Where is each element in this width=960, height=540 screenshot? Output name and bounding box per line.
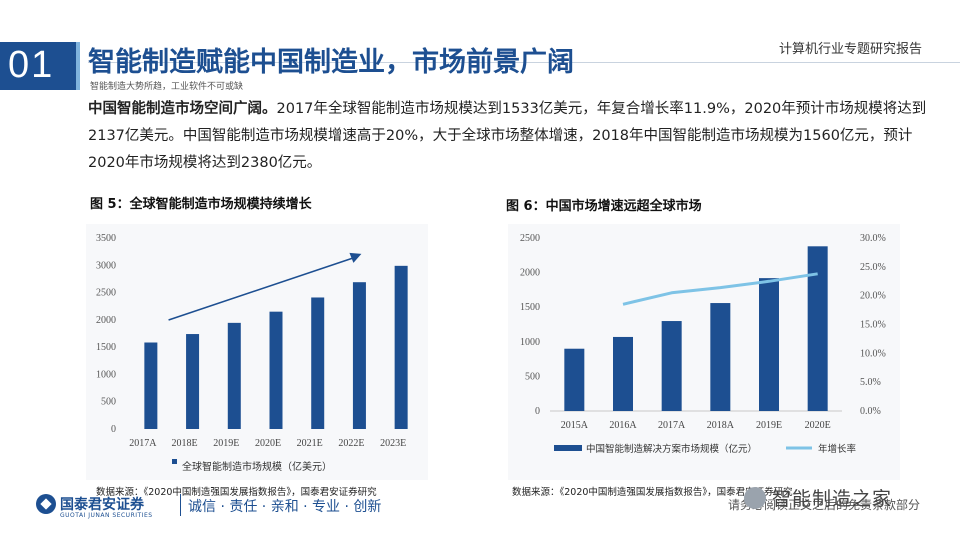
summary-lead: 中国智能制造市场空间广阔。 bbox=[88, 101, 277, 117]
y-tick-label: 2500 bbox=[520, 233, 540, 244]
company-motto: 诚信 · 责任 · 亲和 · 专业 · 创新 bbox=[188, 499, 382, 515]
page-subtitle: 智能制造大势所趋，工业软件不可或缺 bbox=[90, 82, 244, 92]
y2-tick-label: 20.0% bbox=[860, 291, 886, 302]
x-tick-label: 2022E bbox=[338, 438, 364, 449]
y2-tick-label: 30.0% bbox=[860, 233, 886, 244]
y-tick-label: 2000 bbox=[520, 268, 540, 279]
figure-6-source: 数据来源：《2020中国制造强国发展指数报告》，国泰君安证券研究 bbox=[512, 487, 793, 498]
bar-2019E bbox=[759, 278, 779, 411]
report-name: 计算机行业专题研究报告 bbox=[778, 42, 922, 57]
legend-label: 全球智能制造市场规模（亿美元） bbox=[182, 460, 332, 473]
bar-2018A bbox=[710, 303, 731, 411]
legend-bar-label: 中国智能制造解决方案市场规模（亿元） bbox=[586, 443, 757, 455]
y2-tick-label: 10.0% bbox=[860, 348, 886, 359]
figure-5-title: 图 5：全球智能制造市场规模持续增长 bbox=[90, 197, 312, 212]
page-title: 智能制造赋能中国制造业，市场前景广阔 bbox=[88, 47, 574, 78]
disclaimer-notice: 请务必阅读正文之后的免责条款部分 bbox=[728, 498, 921, 512]
legend-swatch bbox=[172, 459, 177, 464]
figure-5-source: 数据来源：《2020中国制造强国发展指数报告》，国泰君安证券研究 bbox=[96, 487, 377, 498]
summary-body: 2017年全球智能制造市场规模达到1533亿美元，年复合增长率11.9%，202… bbox=[88, 101, 927, 171]
x-tick-label: 2018E bbox=[172, 438, 198, 449]
figure-5-panel: 0 500 1000 1500 2000 2500 3000 3500 2017A 2018E 20… bbox=[86, 224, 428, 480]
trend-arrowhead-icon bbox=[349, 252, 362, 263]
figure-6-panel: 0 500 1000 1500 2000 2500 0.0% 5.0% 10.0% 15.0% 20… bbox=[508, 224, 900, 480]
figure-6-chart: 0 500 1000 1500 2000 2500 0.0% 5.0% 10.0% 15.0% 20… bbox=[520, 233, 886, 455]
y2-tick-label: 15.0% bbox=[860, 320, 886, 331]
bar-2022E bbox=[352, 282, 366, 429]
company-name: 国泰君安证券 bbox=[60, 497, 144, 513]
bar-2017A bbox=[661, 321, 682, 411]
bar-2019E bbox=[227, 322, 241, 429]
x-tick-label: 2015A bbox=[561, 420, 589, 431]
y-tick-label: 2500 bbox=[96, 288, 116, 299]
company-logo-icon bbox=[36, 494, 56, 514]
y2-tick-label: 25.0% bbox=[860, 262, 886, 273]
y-tick-label: 3000 bbox=[96, 260, 116, 271]
bar-2023E bbox=[394, 265, 408, 429]
watermark: 智能制造之家 bbox=[744, 484, 892, 511]
x-tick-label: 2020E bbox=[255, 438, 281, 449]
bar-2017A bbox=[144, 342, 158, 429]
y-tick-label: 0 bbox=[111, 424, 116, 435]
y2-tick-label: 0.0% bbox=[860, 406, 881, 417]
figure-6-title: 图 6：中国市场增速远超全球市场 bbox=[506, 199, 702, 214]
footer-divider bbox=[180, 494, 181, 516]
section-badge: 01 bbox=[0, 42, 76, 90]
accent-bar bbox=[76, 42, 80, 90]
y-tick-label: 500 bbox=[525, 371, 540, 382]
section-number: 01 bbox=[8, 44, 55, 86]
x-tick-label: 2018A bbox=[707, 420, 735, 431]
bar-2018E bbox=[186, 334, 200, 429]
summary-paragraph: 中国智能制造市场空间广阔。2017年全球智能制造市场规模达到1533亿美元，年复… bbox=[88, 96, 928, 177]
y-tick-label: 0 bbox=[535, 406, 540, 417]
y-tick-label: 1500 bbox=[96, 342, 116, 353]
y2-tick-label: 5.0% bbox=[860, 377, 881, 388]
y-tick-label: 3500 bbox=[96, 233, 116, 244]
y-tick-label: 1500 bbox=[520, 302, 540, 313]
y-tick-label: 500 bbox=[101, 397, 116, 408]
bar-2015A bbox=[564, 348, 585, 411]
x-tick-label: 2023E bbox=[380, 438, 406, 449]
y-tick-label: 1000 bbox=[520, 337, 540, 348]
x-tick-label: 2019E bbox=[213, 438, 239, 449]
x-tick-label: 2019E bbox=[756, 420, 782, 431]
bar-2020E bbox=[269, 311, 283, 429]
header-divider bbox=[88, 62, 960, 63]
y-tick-label: 2000 bbox=[96, 315, 116, 326]
trend-arrow-line bbox=[168, 257, 354, 321]
watermark-text: 智能制造之家 bbox=[772, 488, 893, 510]
figure-5-chart: 0 500 1000 1500 2000 2500 3000 3500 2017A 2018E 20… bbox=[96, 233, 408, 473]
x-tick-label: 2020E bbox=[805, 420, 831, 431]
x-tick-label: 2021E bbox=[297, 438, 323, 449]
wechat-icon bbox=[744, 486, 766, 509]
company-name-en: GUOTAI JUNAN SECURITIES bbox=[60, 512, 153, 519]
x-tick-label: 2017A bbox=[658, 420, 686, 431]
y-tick-label: 1000 bbox=[96, 369, 116, 380]
legend-bar-swatch bbox=[554, 445, 582, 451]
bar-2020E bbox=[807, 246, 828, 411]
bar-2016A bbox=[613, 336, 633, 411]
bar-2021E bbox=[311, 297, 325, 429]
x-tick-label: 2016A bbox=[609, 420, 637, 431]
growth-rate-line bbox=[622, 272, 818, 306]
x-tick-label: 2017A bbox=[129, 438, 157, 449]
legend-line-label: 年增长率 bbox=[818, 443, 857, 455]
